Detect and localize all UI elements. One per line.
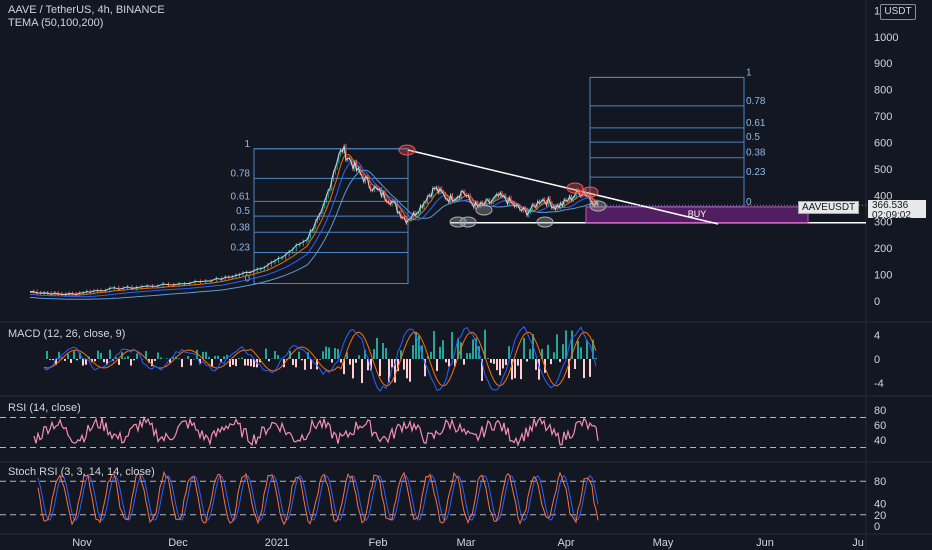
fib-level-label: 0.5	[236, 206, 250, 217]
pivot-marker	[398, 144, 416, 156]
buy-zone	[585, 206, 809, 224]
pivot-marker	[459, 216, 477, 228]
price-tick-label: 800	[874, 85, 892, 97]
fib-level-label: 0	[746, 197, 752, 208]
rsi-tick-label: 60	[874, 420, 886, 432]
fib-level-label: 0.61	[231, 191, 251, 202]
chart-title: AAVE / TetherUS, 4h, BINANCE	[8, 4, 165, 16]
time-tick-label: Dec	[168, 537, 188, 549]
price-tick-label: 700	[874, 111, 892, 123]
rsi-line	[33, 415, 599, 447]
price-tick-label: 100	[874, 270, 892, 282]
price-tick-label: 300	[874, 217, 892, 229]
fib-level-label: 1	[244, 139, 250, 150]
fib-level-label: 1	[746, 67, 752, 78]
stoch-label: Stoch RSI (3, 3, 14, 14, close)	[8, 466, 155, 478]
macd-tick-label: -4	[874, 378, 884, 390]
price-tick-label: 500	[874, 164, 892, 176]
rsi-tick-label: 80	[874, 405, 886, 417]
current-price: 366.536	[872, 200, 909, 211]
fib-level-label: 0.61	[746, 118, 766, 129]
macd-line	[43, 325, 597, 392]
price-tick-label: 0	[874, 296, 880, 308]
fib-level-label: 0	[244, 274, 250, 285]
price-tick-label: 600	[874, 137, 892, 149]
buy-label: BUY	[688, 209, 707, 219]
indicator-label: TEMA (50,100,200)	[8, 17, 104, 29]
rsi-label: RSI (14, close)	[8, 402, 81, 414]
down-trendline	[407, 149, 719, 225]
macd-tick-label: 0	[874, 354, 880, 366]
price-tick-label: 200	[874, 243, 892, 255]
time-tick-label: Apr	[557, 537, 574, 549]
fib-level-label: 0.38	[746, 148, 766, 159]
macd-tick-label: 4	[874, 330, 880, 342]
macd-label: MACD (12, 26, close, 9)	[8, 328, 126, 340]
pivot-marker	[449, 216, 467, 228]
fib-level-label: 0.5	[746, 132, 760, 143]
fib-level-label: 0.23	[231, 243, 251, 254]
tema-line-200	[30, 169, 599, 300]
fib-level-label: 0.23	[746, 167, 766, 178]
currency-badge[interactable]: USDT	[880, 4, 916, 20]
time-tick-label: Feb	[369, 537, 388, 549]
time-tick-label: Mar	[457, 537, 476, 549]
fib-level-label: 0.78	[231, 168, 251, 179]
pivot-marker	[475, 204, 493, 216]
stoch-tick-label: 80	[874, 476, 886, 488]
price-tick-label: 1000	[874, 32, 898, 44]
price-tick-label: 900	[874, 58, 892, 70]
time-tick-label: 2021	[265, 537, 289, 549]
time-tick-label: Jun	[756, 537, 774, 549]
symbol-tag: AAVEUSDT	[798, 201, 860, 214]
stoch-k-line	[37, 470, 599, 526]
fib-level-label: 0.78	[746, 96, 766, 107]
price-tick-label: 400	[874, 190, 892, 202]
price-tag: 366.536 02:09:02	[868, 200, 926, 221]
stoch-d-line	[37, 474, 599, 522]
stoch-tick-label: 40	[874, 499, 886, 511]
stoch-tick-label: 20	[874, 510, 886, 522]
pivot-marker	[566, 182, 584, 194]
time-tick-label: Nov	[72, 537, 92, 549]
pivot-marker	[536, 216, 554, 228]
pivot-marker	[589, 200, 607, 212]
pivot-marker	[581, 186, 599, 198]
time-tick-label: May	[653, 537, 674, 549]
stoch-tick-label: 0	[874, 521, 880, 533]
price-line	[29, 145, 599, 296]
fib-level-label: 0.38	[231, 222, 251, 233]
time-tick-label: Ju	[852, 537, 864, 549]
rsi-tick-label: 40	[874, 435, 886, 447]
bar-countdown: 02:09:02	[872, 210, 911, 221]
